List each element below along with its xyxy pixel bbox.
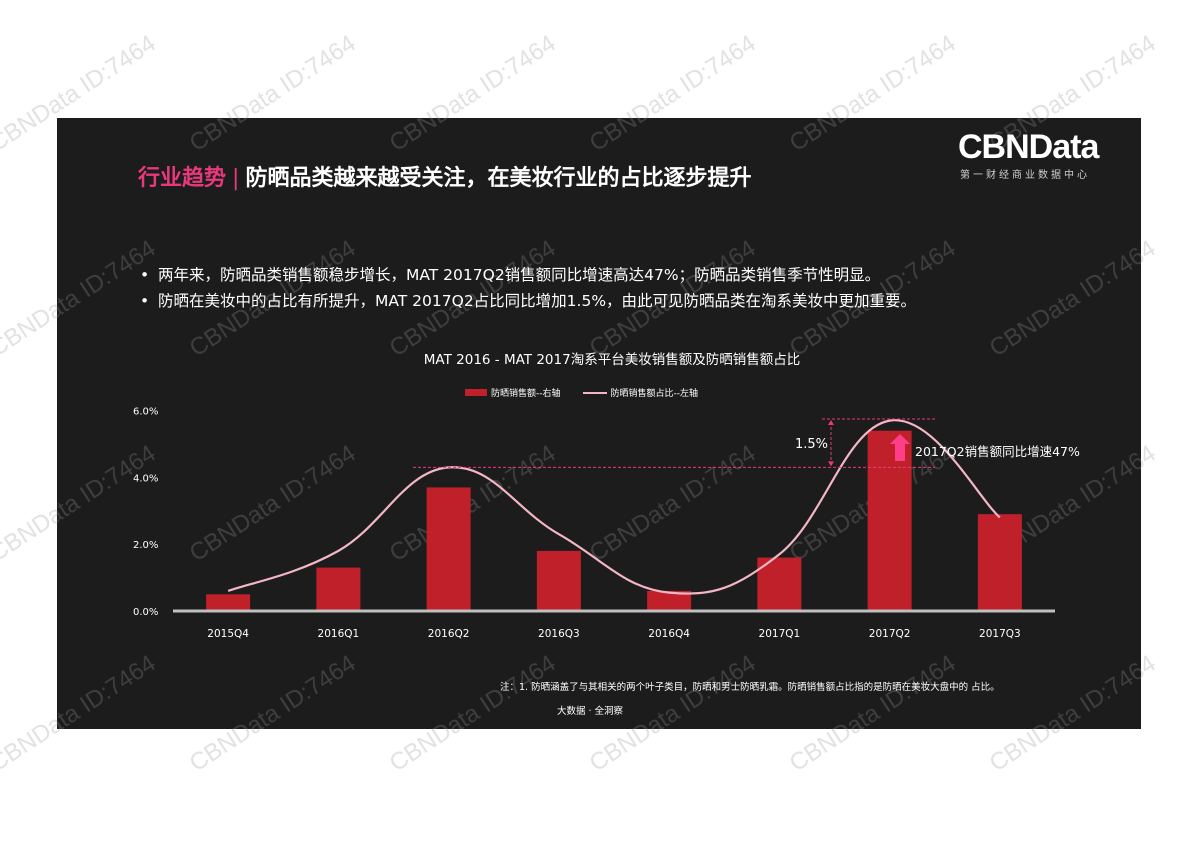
arrow-down-icon — [828, 461, 834, 467]
y-tick-label: 0.0% — [133, 607, 158, 618]
bullet-item: • 防晒在美妆中的占比有所提升，MAT 2017Q2占比同比增加1.5%，由此可见… — [140, 288, 916, 314]
growth-label: 2017Q2销售额同比增速47% — [915, 444, 1080, 459]
x-tick-label: 2017Q3 — [979, 628, 1021, 640]
y-tick-label: 4.0% — [133, 473, 158, 484]
x-tick-label: 2017Q1 — [759, 628, 801, 640]
share-line — [227, 419, 1001, 595]
bar-2015Q4 — [206, 594, 251, 611]
delta-label: 1.5% — [795, 437, 828, 452]
x-tick-label: 2016Q1 — [318, 628, 360, 640]
footnote: 注：1. 防晒涵盖了与其相关的两个叶子类目，防晒和男士防晒乳霜。防晒销售额占比指… — [500, 682, 1000, 693]
x-tick-label: 2016Q3 — [538, 628, 580, 640]
bullet-list: • 两年来，防晒品类销售额稳步增长，MAT 2017Q2销售额同比增速高达47%；… — [140, 262, 916, 314]
title-separator: | — [232, 166, 240, 191]
slide-panel — [57, 118, 1141, 729]
chart-title: MAT 2016 - MAT 2017淘系平台美妆销售额及防晒销售额占比 — [423, 352, 801, 368]
chart-legend: 防晒销售额--右轴 防晒销售额占比--左轴 — [465, 386, 698, 399]
y-tick-label: 6.0% — [133, 407, 158, 418]
x-tick-label: 2016Q4 — [648, 628, 690, 640]
cbndata-logo: CBNData 第一财经商业数据中心 — [958, 128, 1099, 181]
x-tick-label: 2016Q2 — [428, 628, 470, 640]
bar-swatch-icon — [465, 389, 487, 396]
line-swatch-icon — [582, 391, 607, 394]
legend-item-bar: 防晒销售额--右轴 — [465, 386, 561, 399]
page-title: 行业趋势 | 防晒品类越来越受关注，在美妆行业的占比逐步提升 — [138, 160, 751, 192]
bullet-icon: • — [140, 292, 150, 310]
bullet-item: • 两年来，防晒品类销售额稳步增长，MAT 2017Q2销售额同比增速高达47%；… — [140, 262, 916, 288]
bar-2017Q3 — [977, 514, 1022, 611]
title-text: 防晒品类越来越受关注，在美妆行业的占比逐步提升 — [245, 166, 752, 191]
x-tick-label: 2015Q4 — [207, 628, 249, 640]
bar-2016Q1 — [316, 567, 361, 611]
growth-arrow-icon — [890, 434, 910, 461]
bar-2016Q3 — [536, 550, 581, 611]
y-tick-label: 2.0% — [133, 540, 158, 551]
x-tick-label: 2017Q2 — [869, 628, 911, 640]
bullet-icon: • — [140, 266, 150, 284]
arrow-up-icon — [828, 419, 834, 425]
legend-item-line: 防晒销售额占比--左轴 — [582, 386, 698, 399]
logo-name: CBNData — [958, 128, 1099, 166]
source-label: 大数据 · 全洞察 — [557, 706, 624, 717]
title-tag: 行业趋势 — [138, 166, 227, 191]
logo-subtitle: 第一财经商业数据中心 — [960, 170, 1090, 181]
bar-2017Q2 — [867, 430, 912, 611]
bar-2016Q2 — [426, 487, 471, 611]
bar-2016Q4 — [647, 590, 692, 611]
